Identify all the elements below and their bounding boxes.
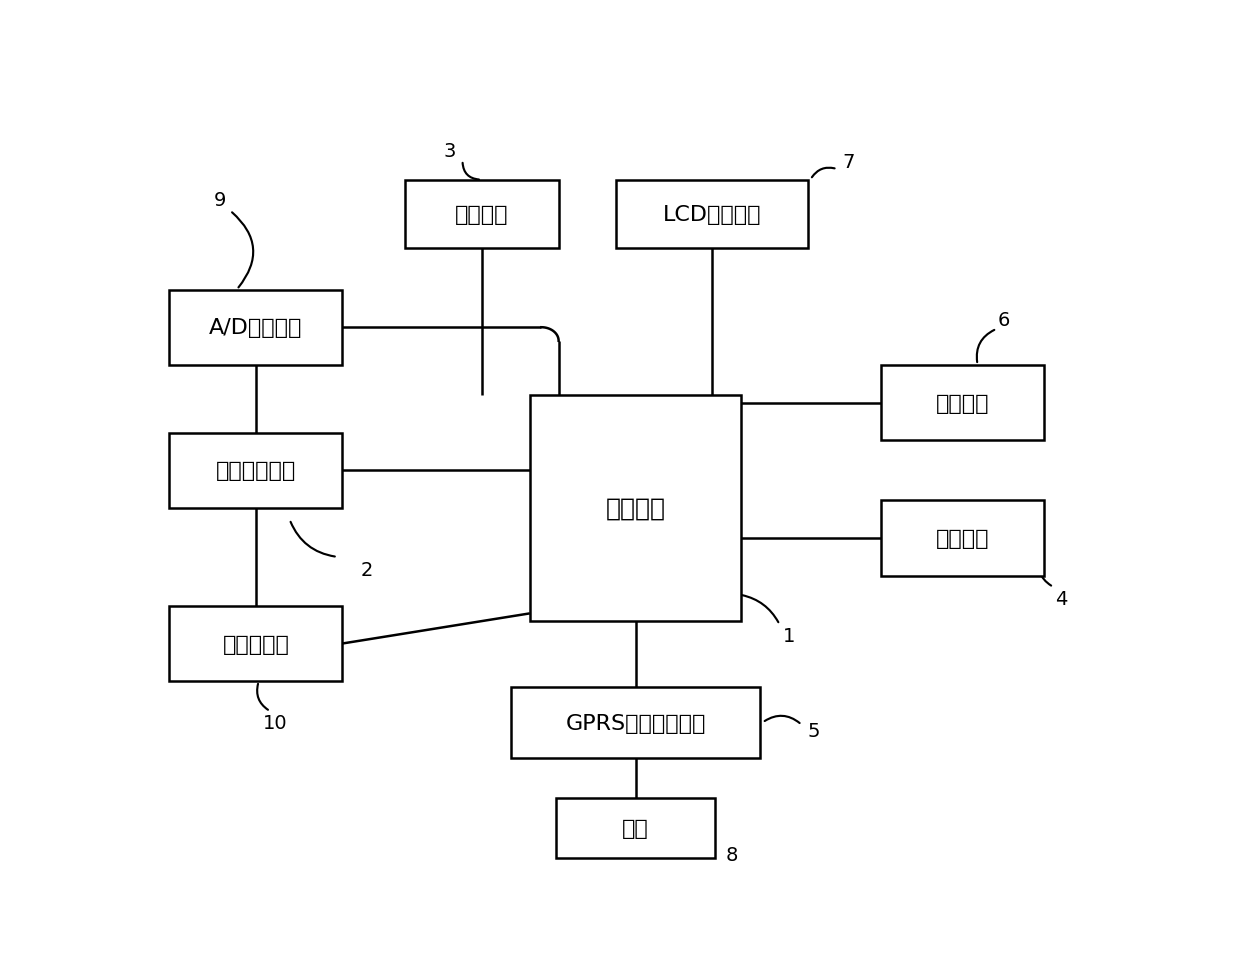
Text: 3: 3 bbox=[444, 142, 456, 160]
Bar bbox=[170, 433, 342, 508]
Text: GPRS无线传输单元: GPRS无线传输单元 bbox=[565, 713, 706, 733]
Bar bbox=[880, 501, 1044, 576]
Text: 4: 4 bbox=[1055, 589, 1068, 609]
Text: 知识库单元: 知识库单元 bbox=[222, 634, 289, 654]
Text: 9: 9 bbox=[215, 191, 227, 209]
Text: 1: 1 bbox=[784, 627, 795, 646]
Text: 2: 2 bbox=[361, 561, 372, 579]
Text: 电源单元: 电源单元 bbox=[935, 393, 990, 413]
Text: 7: 7 bbox=[843, 152, 856, 172]
Bar bbox=[170, 290, 342, 365]
Text: 10: 10 bbox=[263, 713, 288, 733]
Text: 时钉单元: 时钉单元 bbox=[455, 205, 508, 225]
Text: 存储单元: 存储单元 bbox=[935, 529, 990, 548]
Text: LCD显示单元: LCD显示单元 bbox=[663, 205, 761, 225]
Text: 6: 6 bbox=[997, 311, 1009, 330]
Bar bbox=[170, 606, 342, 682]
Text: 5: 5 bbox=[807, 721, 820, 740]
Text: 天线: 天线 bbox=[622, 818, 649, 838]
Bar bbox=[557, 798, 714, 858]
Bar bbox=[404, 181, 558, 249]
Bar bbox=[511, 687, 760, 758]
Text: 控制单元: 控制单元 bbox=[605, 496, 666, 521]
Text: 8: 8 bbox=[725, 845, 738, 864]
Text: 信息采集单元: 信息采集单元 bbox=[216, 461, 296, 481]
Bar bbox=[529, 396, 742, 621]
Bar bbox=[616, 181, 808, 249]
Bar bbox=[880, 365, 1044, 441]
Text: A/D转换单元: A/D转换单元 bbox=[210, 318, 303, 338]
